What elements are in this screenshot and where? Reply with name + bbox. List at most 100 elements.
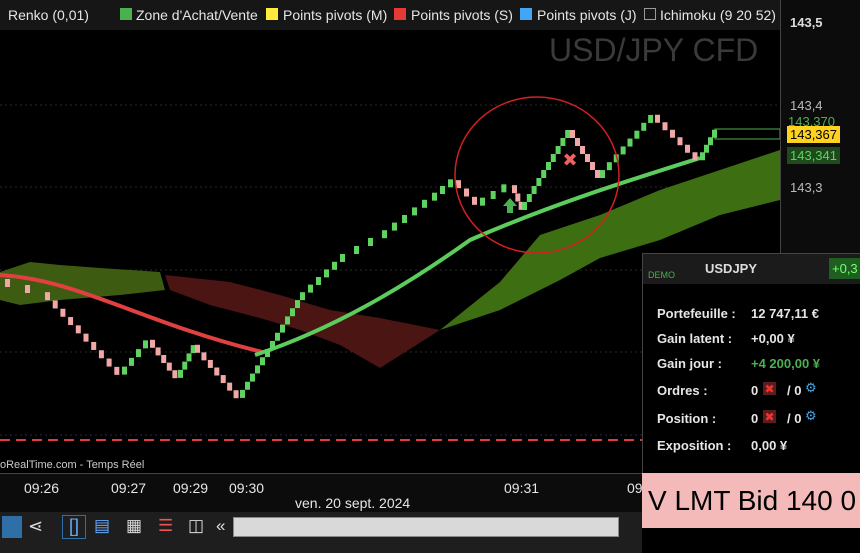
legend-swatch (520, 8, 532, 20)
renko-brick (613, 154, 619, 163)
renko-brick (155, 347, 161, 356)
legend-item[interactable]: Points pivots (M) (283, 7, 388, 23)
row-value: / 0 (787, 411, 802, 426)
row-label: Exposition : (657, 438, 732, 453)
renko-brick (536, 178, 542, 186)
renko-brick (648, 114, 654, 123)
conversion-line (254, 156, 701, 357)
legend-swatch (120, 8, 132, 20)
panel-header (643, 254, 860, 284)
renko-brick (91, 341, 97, 350)
renko-brick (662, 122, 668, 131)
renko-brick (422, 199, 427, 208)
legend-item[interactable]: Ichimoku (9 20 52) (660, 7, 776, 23)
tool-button[interactable]: ☰ (158, 516, 174, 535)
cloud-bull (0, 262, 165, 305)
cloud-bull (440, 150, 780, 330)
tool-button[interactable] (2, 516, 22, 538)
legend-swatch (394, 8, 406, 20)
renko-brick (233, 390, 239, 399)
settings-icon[interactable]: ⚙ (805, 408, 817, 423)
renko-brick (550, 154, 556, 162)
renko-brick (178, 369, 183, 378)
renko-brick (708, 137, 713, 146)
time-label: 09 (627, 480, 643, 496)
renko-brick (634, 130, 640, 139)
legend-item[interactable]: Zone d'Achat/Vente (136, 7, 258, 23)
renko-brick (464, 188, 469, 197)
cancel-icon[interactable]: ✖ (763, 382, 776, 396)
renko-brick (52, 300, 58, 309)
renko-brick (490, 191, 496, 199)
date-label: ven. 20 sept. 2024 (295, 495, 411, 511)
renko-brick (265, 349, 270, 358)
tool-button[interactable]: ▤ (94, 516, 111, 535)
tool-button[interactable]: [] (62, 515, 86, 539)
renko-brick (448, 179, 453, 188)
renko-brick (368, 238, 373, 246)
renko-brick (25, 285, 30, 293)
renko-brick (106, 358, 112, 367)
row-value: 0,00 ¥ (751, 438, 788, 453)
time-label: 09:29 (173, 480, 209, 496)
legend-item[interactable]: Points pivots (S) (411, 7, 513, 23)
renko-brick (402, 215, 407, 223)
row-value: 0 (751, 383, 759, 398)
renko-brick (201, 352, 207, 361)
renko-brick (136, 349, 141, 358)
renko-brick (590, 162, 595, 170)
renko-brick (45, 292, 50, 301)
renko-brick (280, 324, 285, 333)
row-label: Ordres : (657, 383, 708, 398)
renko-brick (712, 129, 717, 138)
tool-button[interactable]: ⋖ (28, 516, 44, 536)
row-label: Position : (657, 411, 717, 426)
renko-brick (606, 162, 612, 171)
scrollbar[interactable] (233, 517, 619, 537)
renko-brick (522, 202, 527, 210)
renko-brick (122, 366, 127, 375)
renko-brick (316, 277, 321, 285)
renko-brick (677, 137, 683, 146)
renko-brick (412, 207, 417, 216)
renko-brick (172, 370, 178, 379)
renko-brick (186, 353, 192, 362)
renko-brick (627, 138, 633, 147)
tool-button[interactable]: « (216, 516, 226, 535)
settings-icon[interactable]: ⚙ (805, 380, 817, 395)
row-label: Portefeuille : (657, 306, 736, 321)
renko-brick (382, 230, 387, 239)
renko-brick (83, 333, 89, 342)
row-label: Gain latent : (657, 331, 733, 346)
renko-brick (440, 186, 445, 194)
renko-brick (324, 269, 329, 278)
renko-brick (432, 192, 437, 201)
renko-brick (75, 325, 81, 334)
renko-brick (295, 300, 300, 309)
close-icon[interactable]: ✖ (763, 410, 776, 424)
order-ticket[interactable]: V LMT Bid 140 0 (642, 473, 860, 528)
renko-brick (655, 114, 660, 123)
legend-item[interactable]: Renko (0,01) (8, 7, 89, 23)
price-label: 143,341 (787, 147, 840, 164)
renko-brick (300, 292, 305, 301)
renko-brick (240, 389, 245, 398)
tool-button[interactable]: ▦ (126, 516, 143, 535)
time-axis: 09:26 09:27 09:29 09:30 09:31 09 ven. 20… (0, 473, 643, 513)
renko-brick (555, 146, 561, 154)
demo-badge: DEMO (648, 270, 675, 280)
renko-brick (166, 362, 172, 371)
renko-brick (114, 366, 120, 375)
symbol-select[interactable]: USDJPY (705, 261, 758, 276)
legend-item[interactable]: Points pivots (J) (537, 7, 637, 23)
renko-brick (620, 146, 626, 155)
time-label: 09:27 (111, 480, 147, 496)
current-price: 143,367 (787, 126, 840, 143)
row-value: 0 (751, 411, 759, 426)
tool-button[interactable]: ◫ (188, 516, 205, 535)
price-label: 143,5 (790, 15, 823, 30)
price-label: 143,3 (790, 180, 823, 195)
renko-brick (692, 152, 698, 161)
renko-brick (501, 184, 507, 193)
renko-brick (308, 284, 313, 293)
